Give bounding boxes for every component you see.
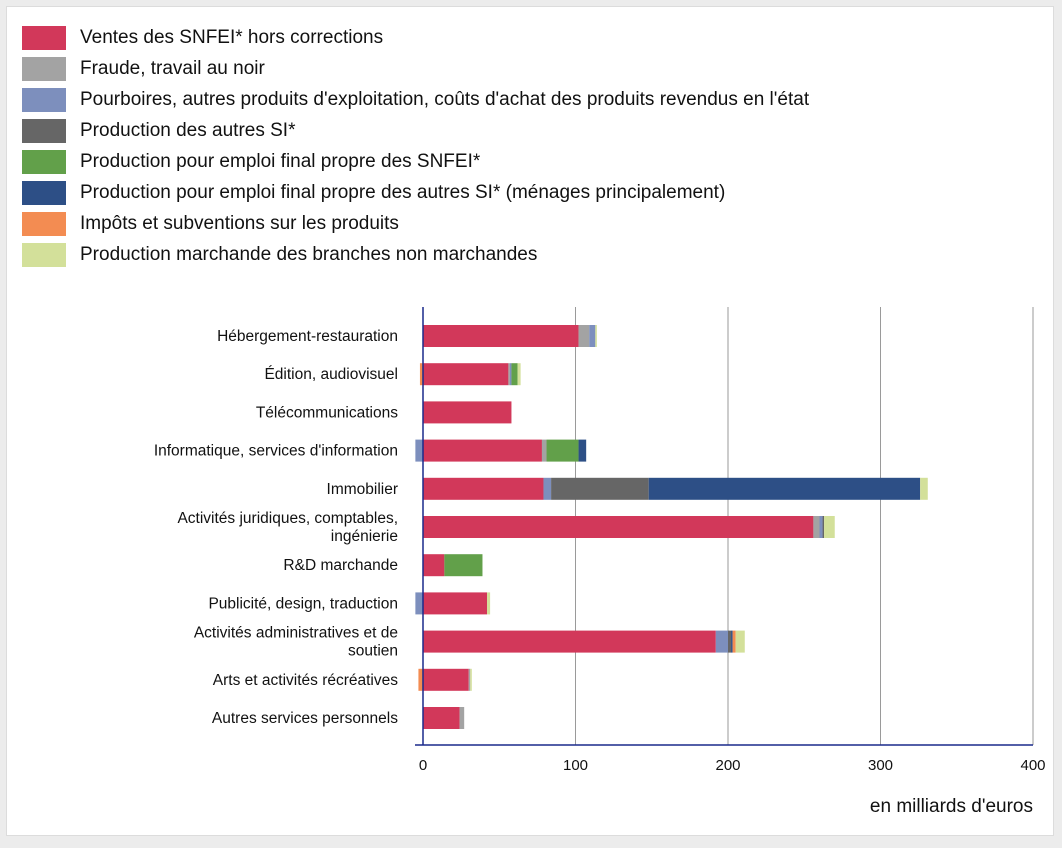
legend-swatch [22, 180, 66, 205]
bar-segment [459, 707, 465, 729]
bar-segment [423, 707, 460, 729]
chart-panel [6, 6, 1054, 836]
bar-segment [415, 592, 423, 615]
category-label: Édition, audiovisuel [264, 366, 398, 383]
bar-segment [731, 630, 733, 653]
bar-segment [551, 477, 649, 500]
legend-label: Production des autres SI* [80, 119, 296, 141]
bar-segment [468, 668, 471, 691]
category-label: R&D marchande [283, 557, 398, 574]
bar-segment [415, 439, 423, 462]
legend-label: Pourboires, autres produits d'exploitati… [80, 88, 810, 110]
chart-legend: Ventes des SNFEI* hors corrections Fraud… [22, 22, 809, 270]
bar-segment [648, 477, 921, 500]
category-label: Télécommunications [256, 404, 398, 421]
bar-segment [487, 592, 491, 615]
legend-swatch [22, 25, 66, 50]
category-label: Arts et activités récréatives [213, 672, 398, 689]
x-tick-label: 0 [419, 757, 427, 774]
legend-item: Production marchande des branches non ma… [22, 239, 809, 270]
legend-swatch [22, 118, 66, 143]
x-tick-label: 100 [563, 757, 588, 774]
bar-segment [715, 630, 728, 653]
legend-item: Ventes des SNFEI* hors corrections [22, 22, 809, 53]
bar-segment [578, 439, 587, 462]
bar-segment [822, 516, 825, 538]
bar-segment [543, 477, 552, 500]
bar-segment [735, 630, 745, 653]
legend-label: Production pour emploi final propre des … [80, 150, 481, 172]
x-axis-title: en milliards d'euros [870, 796, 1033, 817]
category-label: Hébergement-restauration [217, 328, 398, 345]
category-label: ingénierie [331, 528, 398, 545]
legend-label: Production pour emploi final propre des … [80, 181, 726, 203]
bar-segment [813, 516, 820, 538]
bar-segment [423, 592, 488, 615]
legend-label: Production marchande des branches non ma… [80, 243, 538, 265]
bar-segment [423, 439, 542, 462]
legend-swatch [22, 211, 66, 236]
bar-segment [423, 401, 512, 424]
category-label: Autres services personnels [212, 710, 398, 727]
legend-label: Impôts et subventions sur les produits [80, 212, 399, 234]
bar-segment [444, 554, 483, 577]
bar-segment [423, 477, 544, 500]
bar-segment [470, 668, 472, 691]
bar-segment [589, 325, 596, 347]
bar-segment [824, 516, 835, 538]
legend-item: Pourboires, autres produits d'exploitati… [22, 84, 809, 115]
legend-swatch [22, 242, 66, 267]
bar-segment [423, 554, 445, 577]
category-label: Activités juridiques, comptables, [177, 510, 398, 527]
category-label: Immobilier [327, 481, 398, 498]
bar-segment [578, 325, 590, 347]
bar-segment [508, 363, 510, 386]
legend-swatch [22, 149, 66, 174]
bar-segment [511, 363, 518, 386]
bars-group [415, 325, 928, 729]
category-label: Publicité, design, traduction [208, 595, 398, 612]
category-label: Informatique, services d'information [154, 443, 398, 460]
legend-item: Production des autres SI* [22, 115, 809, 146]
bar-segment [595, 325, 597, 347]
legend-item: Production pour emploi final propre des … [22, 177, 809, 208]
legend-label: Ventes des SNFEI* hors corrections [80, 26, 384, 48]
legend-label: Fraude, travail au noir [80, 57, 265, 79]
bar-segment [546, 439, 579, 462]
category-label: soutien [348, 643, 398, 660]
bar-segment [423, 363, 509, 386]
bar-segment [419, 363, 423, 386]
bar-segment [423, 668, 469, 691]
bar-segment [517, 363, 521, 386]
legend-item: Fraude, travail au noir [22, 53, 809, 84]
legend-item: Production pour emploi final propre des … [22, 146, 809, 177]
bar-segment [728, 630, 732, 653]
legend-swatch [22, 87, 66, 112]
x-tick-label: 200 [715, 757, 740, 774]
bar-segment [423, 516, 814, 538]
bar-segment [423, 325, 579, 347]
bar-segment [541, 439, 547, 462]
bar-segment [920, 477, 928, 500]
x-tick-label: 400 [1020, 757, 1045, 774]
bar-segment [418, 668, 423, 691]
bar-segment [732, 630, 736, 653]
bar-segment [423, 630, 716, 653]
x-tick-label: 300 [868, 757, 893, 774]
bar-segment [819, 516, 823, 538]
legend-swatch [22, 56, 66, 81]
bar-segment [509, 363, 512, 386]
legend-item: Impôts et subventions sur les produits [22, 208, 809, 239]
category-label: Activités administratives et de [194, 625, 398, 642]
